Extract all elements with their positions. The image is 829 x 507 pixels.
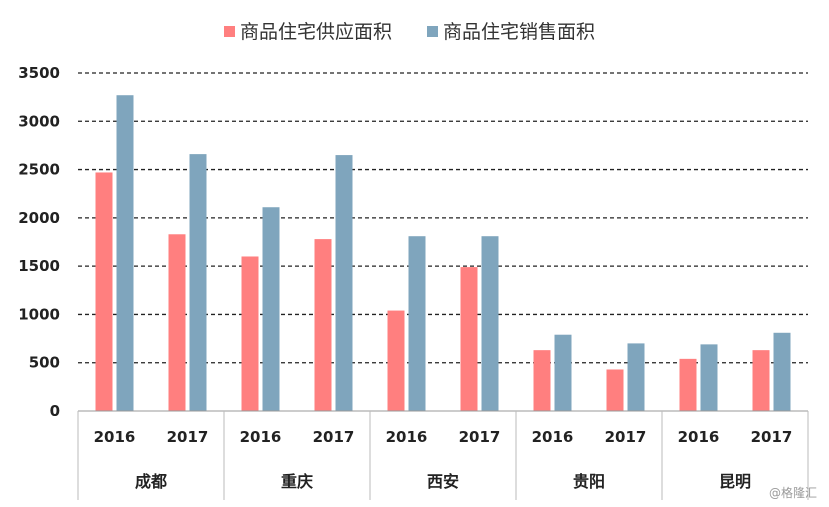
bar-supply: [679, 358, 697, 411]
x-group-city: 昆明: [719, 472, 751, 491]
bars: [95, 95, 791, 411]
bar-supply: [387, 310, 405, 411]
bar-sales: [481, 236, 499, 411]
x-group-city: 重庆: [281, 472, 313, 491]
bar-supply: [752, 350, 770, 411]
bar-sales: [773, 332, 791, 411]
y-tick-label: 3000: [18, 112, 60, 130]
y-axis: 0 500 1000 1500 2000 2500 3000 3500: [18, 64, 60, 420]
legend-label-supply: 商品住宅供应面积: [240, 21, 392, 43]
bar-sales: [627, 343, 645, 411]
bar-sales: [262, 207, 280, 411]
y-tick-label: 0: [50, 402, 60, 420]
bar-sales: [189, 154, 207, 411]
x-tick-year: 2016: [532, 428, 574, 446]
bar-supply: [314, 239, 332, 411]
bar-sales: [700, 344, 718, 411]
y-tick-label: 1500: [18, 257, 60, 275]
y-tick-label: 2500: [18, 161, 60, 179]
x-tick-year: 2017: [751, 428, 793, 446]
bar-sales: [408, 236, 426, 411]
x-axis: 2016 2017 成都 2016 2017 重庆 2016 2017 西安 2016 2017 贵阳…: [77, 410, 809, 500]
legend: 商品住宅供应面积 商品住宅销售面积: [224, 21, 595, 43]
bar-supply: [241, 256, 259, 411]
legend-label-sales: 商品住宅销售面积: [443, 21, 595, 43]
x-tick-year: 2017: [459, 428, 501, 446]
bar-supply: [168, 234, 186, 411]
x-tick-year: 2016: [386, 428, 428, 446]
bar-supply: [533, 350, 551, 411]
x-tick-year: 2017: [167, 428, 209, 446]
x-tick-year: 2016: [678, 428, 720, 446]
watermark: @格隆汇: [769, 485, 817, 500]
bar-sales: [335, 155, 353, 411]
bar-sales: [116, 95, 134, 411]
y-tick-label: 500: [29, 354, 60, 372]
x-tick-year: 2017: [313, 428, 355, 446]
y-tick-label: 3500: [18, 64, 60, 82]
bar-supply: [95, 172, 113, 411]
gridlines: [78, 72, 808, 364]
legend-swatch-supply: [224, 26, 235, 37]
y-tick-label: 1000: [18, 305, 60, 323]
bar-supply: [460, 267, 478, 411]
bar-sales: [554, 334, 572, 411]
x-tick-year: 2017: [605, 428, 647, 446]
x-tick-year: 2016: [240, 428, 282, 446]
x-group-city: 贵阳: [573, 472, 605, 491]
x-group-city: 西安: [427, 472, 459, 491]
x-tick-year: 2016: [94, 428, 136, 446]
legend-swatch-sales: [427, 26, 438, 37]
x-group-city: 成都: [135, 472, 167, 491]
y-tick-label: 2000: [18, 209, 60, 227]
bar-supply: [606, 369, 624, 411]
